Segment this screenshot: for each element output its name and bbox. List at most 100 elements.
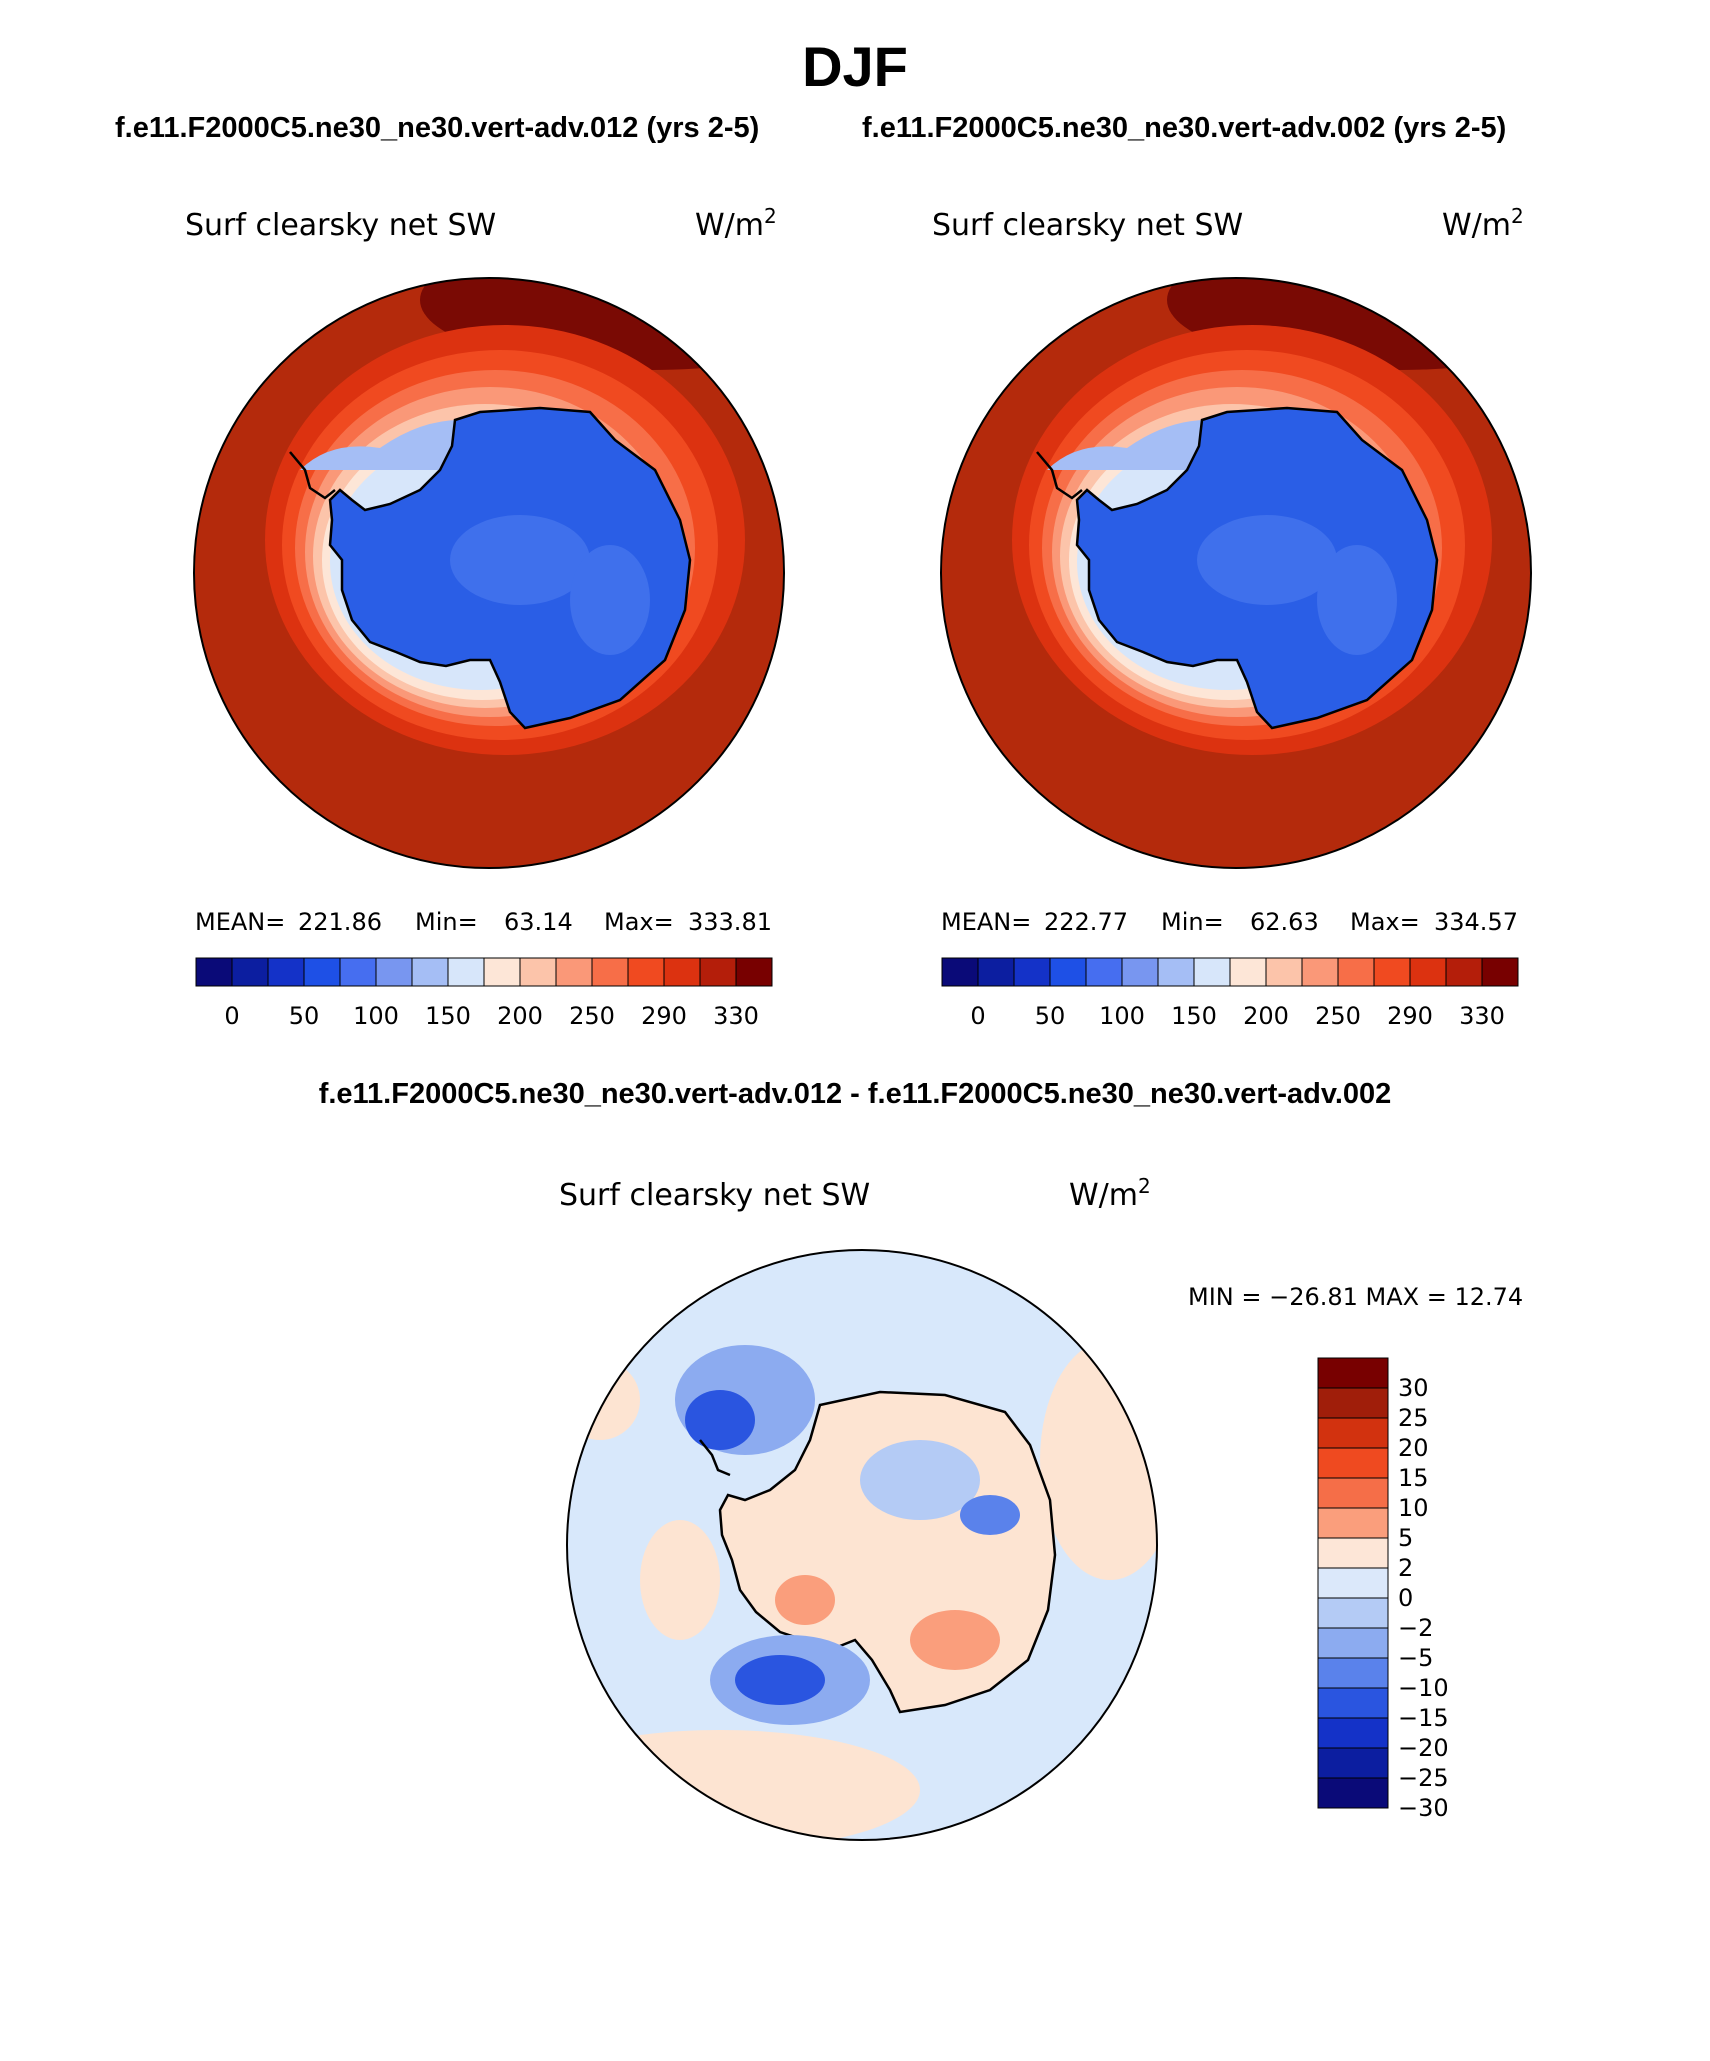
colorbar-tick-right: 100 <box>1099 1002 1145 1030</box>
stats-left: MEAN= 221.86 Min= 63.14 Max= 333.81 <box>195 908 772 936</box>
interior-field <box>450 515 590 605</box>
colorbar-tick-diff: −2 <box>1398 1614 1433 1642</box>
colorbar-tick-right: 200 <box>1243 1002 1289 1030</box>
mean-label-right: MEAN= <box>941 908 1031 936</box>
colorbar-swatch-diff <box>1317 1537 1389 1569</box>
interior-field-east <box>1317 545 1397 655</box>
mean-value-right: 222.77 <box>1044 908 1128 936</box>
negative-anomaly-amundsen-core <box>735 1655 825 1705</box>
max-value-left: 333.81 <box>688 908 772 936</box>
colorbar-tick-diff: 10 <box>1398 1494 1429 1522</box>
colorbar-tick-diff: −5 <box>1398 1644 1433 1672</box>
colorbar-swatch-diff <box>1317 1567 1389 1599</box>
colorbar-swatch-left <box>231 957 269 987</box>
min-max-label-diff: MIN = −26.81 MAX = 12.74 <box>1188 1283 1523 1311</box>
colorbar-swatch-right <box>1085 957 1123 987</box>
map-boundary-right <box>940 277 1532 869</box>
peninsula-shelf-band <box>300 420 460 470</box>
colorbar-right: 0 50 100 150 200 250 290 330 <box>941 957 1519 1030</box>
map-difference: Surf clearsky net SW W/m2 MIN = −26.81 M… <box>559 1174 1523 1841</box>
map-left: Surf clearsky net SW W/m2 MEAN= 221.86 M… <box>185 204 785 1030</box>
positive-anomaly-south <box>567 1730 920 1840</box>
colorbar-swatch-right <box>1157 957 1195 987</box>
colorbar-swatch-left <box>447 957 485 987</box>
units-label-right: W/m2 <box>1442 204 1524 243</box>
colorbar-swatch-left <box>735 957 773 987</box>
colorbar-swatch-diff <box>1317 1777 1389 1809</box>
peninsula-shelf-band <box>1047 420 1207 470</box>
case-label-right: f.e11.F2000C5.ne30_ne30.vert-adv.002 (yr… <box>862 112 1507 144</box>
colorbar-swatch-left <box>195 957 233 987</box>
figure-title: DJF <box>802 35 908 98</box>
negative-anomaly-east-coast <box>960 1495 1020 1535</box>
colorbar-swatch-right <box>1265 957 1303 987</box>
colorbar-swatch-right <box>1121 957 1159 987</box>
negative-anomaly-peninsula-core <box>685 1390 755 1450</box>
colorbar-tick-diff: −10 <box>1398 1674 1449 1702</box>
colorbar-left: 0 50 100 150 200 250 290 330 <box>195 957 773 1030</box>
map-right: Surf clearsky net SW W/m2 MEAN= 222.77 M… <box>932 204 1532 1030</box>
colorbar-swatch-right <box>977 957 1015 987</box>
colorbar-tick-right: 250 <box>1315 1002 1361 1030</box>
colorbar-tick-left: 100 <box>353 1002 399 1030</box>
colorbar-swatch-diff <box>1317 1657 1389 1689</box>
colorbar-swatch-right <box>1193 957 1231 987</box>
colorbar-tick-diff: 20 <box>1398 1434 1429 1462</box>
colorbar-swatch-diff <box>1317 1477 1389 1509</box>
colorbar-swatch-diff <box>1317 1627 1389 1659</box>
max-value-right: 334.57 <box>1434 908 1518 936</box>
colorbar-swatch-right <box>941 957 979 987</box>
positive-anomaly-ross <box>775 1575 835 1625</box>
colorbar-swatch-right <box>1409 957 1447 987</box>
colorbar-swatch-diff <box>1317 1747 1389 1779</box>
interior-field <box>1197 515 1337 605</box>
colorbar-swatch-left <box>519 957 557 987</box>
colorbar-swatch-right <box>1373 957 1411 987</box>
colorbar-swatch-right <box>1049 957 1087 987</box>
colorbar-tick-diff: −25 <box>1398 1764 1449 1792</box>
negative-anomaly-interior <box>860 1440 980 1520</box>
colorbar-swatch-diff <box>1317 1597 1389 1629</box>
colorbar-tick-diff: 15 <box>1398 1464 1429 1492</box>
colorbar-swatch-right <box>1445 957 1483 987</box>
colorbar-tick-left: 0 <box>224 1002 239 1030</box>
variable-label-left: Surf clearsky net SW <box>185 208 496 243</box>
colorbar-swatch-diff <box>1317 1357 1389 1389</box>
colorbar-swatch-right <box>1337 957 1375 987</box>
colorbar-swatch-diff <box>1317 1717 1389 1749</box>
colorbar-swatch-left <box>699 957 737 987</box>
colorbar-tick-right: 0 <box>970 1002 985 1030</box>
positive-anomaly-coast <box>910 1610 1000 1670</box>
colorbar-tick-diff: 2 <box>1398 1554 1413 1582</box>
colorbar-swatch-left <box>339 957 377 987</box>
colorbar-tick-left: 250 <box>569 1002 615 1030</box>
min-label-left: Min= <box>415 908 478 936</box>
colorbar-swatch-right <box>1481 957 1519 987</box>
colorbar-swatch-left <box>411 957 449 987</box>
positive-anomaly-west <box>567 1360 640 1440</box>
colorbar-tick-left: 200 <box>497 1002 543 1030</box>
colorbar-swatch-right <box>1229 957 1267 987</box>
antarctic-peninsula-coast <box>289 451 336 500</box>
colorbar-swatch-left <box>591 957 629 987</box>
colorbar-swatch-diff <box>1317 1447 1389 1479</box>
colorbar-swatch-diff <box>1317 1687 1389 1719</box>
colorbar-tick-diff: 5 <box>1398 1524 1413 1552</box>
colorbar-tick-right: 330 <box>1459 1002 1505 1030</box>
colorbar-tick-right: 290 <box>1387 1002 1433 1030</box>
map-boundary-diff <box>566 1249 1158 1841</box>
map-boundary-left <box>193 277 785 869</box>
colorbar-swatch-left <box>555 957 593 987</box>
stats-right: MEAN= 222.77 Min= 62.63 Max= 334.57 <box>941 908 1518 936</box>
min-value-left: 63.14 <box>504 908 573 936</box>
colorbar-swatch-diff <box>1317 1387 1389 1419</box>
colorbar-tick-diff: −30 <box>1398 1794 1449 1822</box>
mean-value-left: 221.86 <box>298 908 382 936</box>
units-label-left: W/m2 <box>695 204 777 243</box>
variable-label-right: Surf clearsky net SW <box>932 208 1243 243</box>
colorbar-tick-right: 50 <box>1035 1002 1066 1030</box>
colorbar-tick-left: 150 <box>425 1002 471 1030</box>
colorbar-tick-diff: −20 <box>1398 1734 1449 1762</box>
min-value-right: 62.63 <box>1250 908 1319 936</box>
